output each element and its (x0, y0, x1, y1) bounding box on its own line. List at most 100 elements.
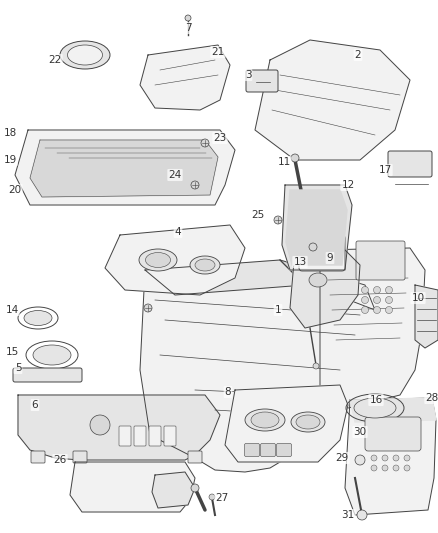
Circle shape (385, 306, 392, 313)
Polygon shape (286, 190, 347, 265)
Polygon shape (15, 130, 235, 205)
Text: 28: 28 (425, 393, 438, 403)
Text: 30: 30 (353, 427, 367, 437)
Circle shape (201, 139, 209, 147)
FancyBboxPatch shape (365, 417, 421, 451)
Polygon shape (152, 472, 195, 508)
Circle shape (291, 154, 299, 162)
Polygon shape (350, 398, 436, 422)
Polygon shape (140, 45, 230, 110)
FancyBboxPatch shape (299, 235, 345, 271)
Circle shape (361, 287, 368, 294)
Circle shape (404, 455, 410, 461)
Text: 13: 13 (293, 257, 307, 267)
Text: 17: 17 (378, 165, 392, 175)
FancyBboxPatch shape (149, 426, 161, 446)
Text: 27: 27 (215, 493, 229, 503)
Text: 16: 16 (369, 395, 383, 405)
Polygon shape (282, 185, 352, 270)
Text: 1: 1 (275, 305, 281, 315)
Text: 4: 4 (175, 227, 181, 237)
Polygon shape (415, 285, 438, 348)
Text: 2: 2 (355, 50, 361, 60)
Polygon shape (225, 385, 348, 462)
Text: 21: 21 (212, 47, 225, 57)
Polygon shape (145, 260, 305, 295)
Circle shape (191, 181, 199, 189)
Text: 9: 9 (327, 253, 333, 263)
Ellipse shape (190, 256, 220, 274)
Text: 20: 20 (8, 185, 21, 195)
Polygon shape (345, 398, 436, 515)
FancyBboxPatch shape (164, 426, 176, 446)
Text: 15: 15 (5, 347, 19, 357)
Circle shape (313, 363, 319, 369)
Text: 29: 29 (336, 453, 349, 463)
Ellipse shape (145, 253, 170, 268)
Ellipse shape (60, 41, 110, 69)
Circle shape (393, 465, 399, 471)
Polygon shape (290, 245, 360, 328)
Circle shape (374, 306, 381, 313)
Text: 22: 22 (48, 55, 62, 65)
Circle shape (382, 455, 388, 461)
Circle shape (144, 304, 152, 312)
Ellipse shape (139, 249, 177, 271)
Ellipse shape (67, 45, 102, 65)
Text: 11: 11 (277, 157, 291, 167)
Ellipse shape (195, 259, 215, 271)
Ellipse shape (251, 412, 279, 428)
Circle shape (404, 465, 410, 471)
Text: 24: 24 (168, 170, 182, 180)
FancyBboxPatch shape (31, 451, 45, 463)
Text: 10: 10 (411, 293, 424, 303)
FancyBboxPatch shape (188, 451, 202, 463)
Ellipse shape (245, 409, 285, 431)
Text: 7: 7 (185, 23, 191, 33)
FancyBboxPatch shape (13, 368, 82, 382)
Text: 12: 12 (341, 180, 355, 190)
FancyBboxPatch shape (276, 443, 292, 456)
Circle shape (385, 287, 392, 294)
Circle shape (393, 455, 399, 461)
Polygon shape (255, 40, 410, 160)
Text: 26: 26 (53, 455, 67, 465)
Text: 5: 5 (15, 363, 21, 373)
Ellipse shape (291, 412, 325, 432)
Circle shape (374, 287, 381, 294)
Text: 8: 8 (225, 387, 231, 397)
FancyBboxPatch shape (356, 241, 405, 280)
FancyBboxPatch shape (73, 451, 87, 463)
Ellipse shape (296, 415, 320, 429)
Circle shape (371, 455, 377, 461)
Circle shape (274, 216, 282, 224)
Circle shape (385, 296, 392, 303)
FancyBboxPatch shape (388, 151, 432, 177)
Circle shape (90, 415, 110, 435)
Text: 31: 31 (341, 510, 355, 520)
FancyBboxPatch shape (246, 70, 278, 92)
Text: 23: 23 (213, 133, 226, 143)
Circle shape (191, 484, 199, 492)
Circle shape (309, 243, 317, 251)
Circle shape (185, 15, 191, 21)
Ellipse shape (354, 398, 396, 418)
Circle shape (357, 510, 367, 520)
Circle shape (382, 465, 388, 471)
FancyBboxPatch shape (244, 443, 259, 456)
Text: 19: 19 (4, 155, 17, 165)
Polygon shape (280, 260, 375, 310)
Circle shape (374, 296, 381, 303)
Text: 18: 18 (4, 128, 17, 138)
Polygon shape (105, 225, 245, 295)
Ellipse shape (33, 345, 71, 365)
FancyBboxPatch shape (261, 443, 276, 456)
FancyBboxPatch shape (134, 426, 146, 446)
Text: 6: 6 (32, 400, 38, 410)
Ellipse shape (24, 311, 52, 326)
Text: 3: 3 (245, 70, 251, 80)
Circle shape (361, 296, 368, 303)
Circle shape (371, 465, 377, 471)
Polygon shape (140, 270, 375, 472)
Ellipse shape (309, 273, 327, 287)
